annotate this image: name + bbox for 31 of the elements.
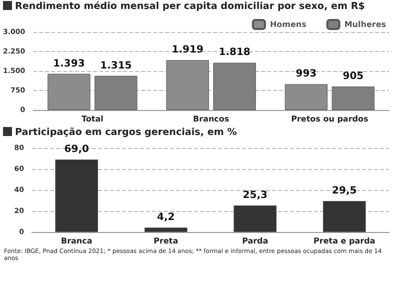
- data-label: 1.315: [100, 60, 132, 72]
- x-tick-label: Branca: [60, 236, 92, 246]
- data-label: 25,3: [242, 190, 268, 201]
- x-tick-label: Preta: [154, 236, 178, 246]
- legend-label: Homens: [270, 20, 307, 29]
- bar: [94, 76, 138, 110]
- x-tick-label: Pretos ou pardos: [291, 114, 368, 124]
- x-tick-label: Parda: [242, 236, 268, 246]
- data-label: 69,0: [64, 144, 89, 156]
- bar: [332, 86, 375, 110]
- data-label: 4,2: [157, 212, 175, 224]
- legend-label: Mulheres: [344, 20, 386, 29]
- bar: [284, 84, 328, 110]
- bar: [322, 201, 366, 232]
- bar: [144, 228, 188, 232]
- bar: [213, 62, 256, 110]
- bar: [234, 205, 277, 232]
- data-label: 1.393: [53, 58, 85, 70]
- chart-title: Participação em cargos gerenciais, em %: [14, 126, 238, 140]
- chart-title: Rendimento médio mensal per capita domiciliar por sexo, em R$: [14, 0, 366, 14]
- bar: [48, 74, 90, 110]
- data-label: 1.818: [218, 47, 250, 58]
- x-tick-label: Total: [82, 114, 104, 124]
- data-label: 29,5: [332, 186, 357, 197]
- x-tick-label: Brancos: [193, 114, 230, 124]
- bar: [55, 160, 98, 232]
- x-tick-label: Preta e parda: [314, 236, 376, 246]
- data-label: 1.919: [172, 44, 204, 56]
- data-label: 993: [296, 68, 317, 80]
- bar: [166, 60, 209, 110]
- data-label: 905: [342, 70, 364, 82]
